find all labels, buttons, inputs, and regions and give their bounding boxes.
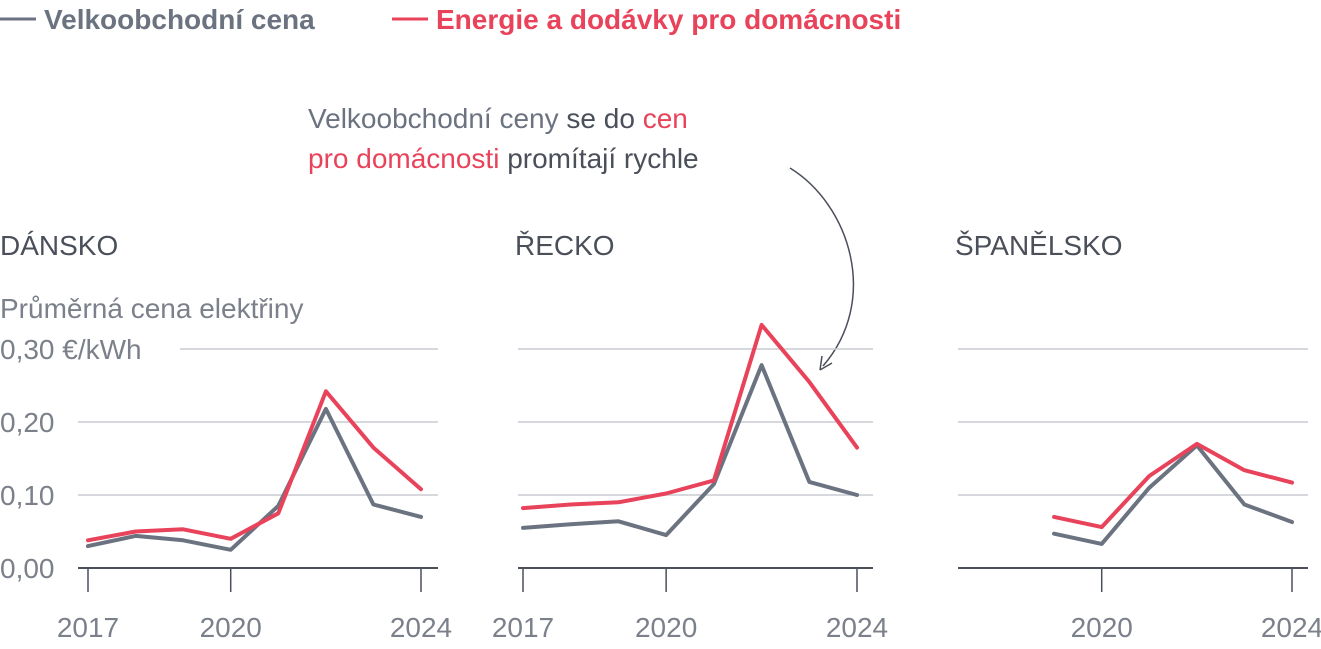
- x-tick-label: 2024: [1261, 612, 1321, 643]
- panel-title: ŠPANĚLSKO: [955, 230, 1123, 261]
- series-line-wholesale: [521, 363, 859, 538]
- x-tick-label: 2024: [826, 612, 888, 643]
- panel-1: ŘECKO 2017 2020 2024: [492, 230, 888, 643]
- legend-label-wholesale: Velkoobchodní cena: [44, 4, 315, 35]
- x-tick-label: 2020: [635, 612, 697, 643]
- annotation-mid-text: se do: [559, 103, 643, 134]
- x-tick-label: 2024: [390, 612, 452, 643]
- x-tick-label: 2020: [1071, 612, 1133, 643]
- series-line-household: [86, 389, 423, 543]
- x-tick-label: 2020: [200, 612, 262, 643]
- y-tick-label: 0,00: [0, 553, 55, 584]
- y-axis-label: Průměrná cena elektřiny: [0, 293, 303, 324]
- series-line-household: [521, 322, 859, 511]
- annotation-red-text-1: cen: [643, 103, 688, 134]
- series-line-wholesale: [86, 406, 423, 552]
- x-tick-label: 2017: [57, 612, 119, 643]
- y-tick-label: 0,30 €/kWh: [0, 334, 142, 365]
- legend-label-household: Energie a dodávky pro domácnosti: [436, 4, 901, 35]
- annotation: Velkoobchodní ceny se do cen pro domácno…: [308, 103, 855, 371]
- panel-title: ŘECKO: [515, 230, 615, 261]
- annotation-red-text-2: pro domácnosti: [308, 143, 499, 174]
- series-line-household: [1052, 441, 1294, 530]
- panel-title: DÁNSKO: [0, 230, 118, 261]
- panel-0: DÁNSKO Průměrná cena elektřiny 0,00 0,10 0,2…: [0, 230, 452, 643]
- annotation-grey-text-2: promítají rychle: [499, 143, 698, 174]
- legend: Velkoobchodní cena Energie a dodávky pro…: [0, 4, 901, 35]
- annotation-arrowhead: [819, 355, 833, 371]
- x-tick-label: 2017: [492, 612, 554, 643]
- y-tick-label: 0,20: [0, 407, 55, 438]
- series-line-wholesale: [1052, 443, 1294, 546]
- panels: DÁNSKO Průměrná cena elektřiny 0,00 0,10 0,2…: [0, 230, 1321, 643]
- annotation-wholesale-text: Velkoobchodní ceny: [308, 103, 559, 134]
- annotation-line-1: Velkoobchodní ceny se do cen: [308, 103, 688, 134]
- annotation-arrow: [789, 167, 855, 367]
- annotation-line-2: pro domácnosti promítají rychle: [308, 143, 699, 174]
- panel-2: ŠPANĚLSKO 2020 2024: [955, 230, 1321, 643]
- y-tick-label: 0,10: [0, 480, 55, 511]
